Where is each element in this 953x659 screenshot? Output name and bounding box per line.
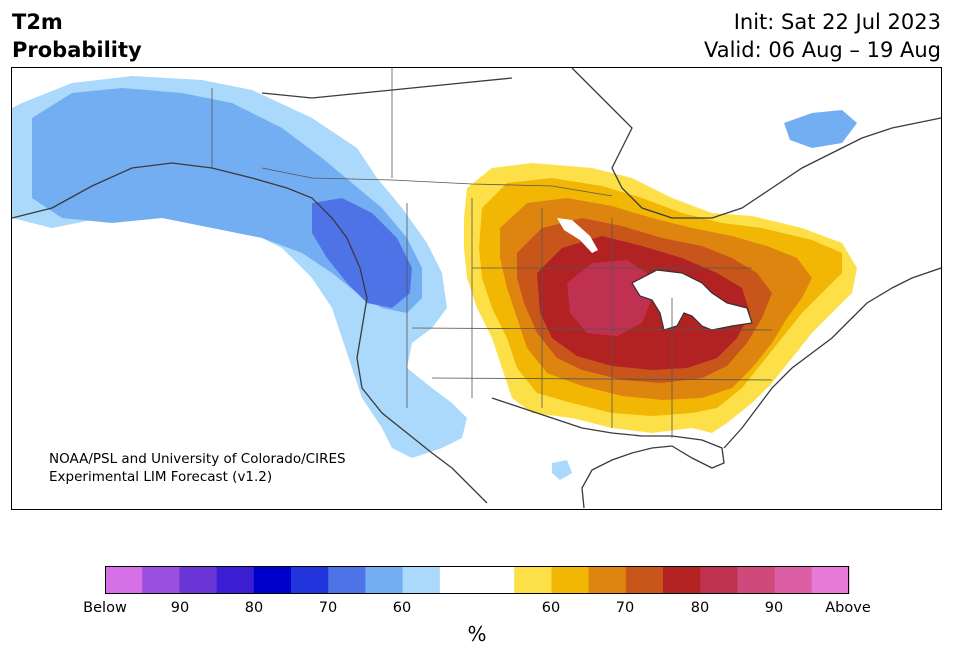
colorbar-cell — [588, 566, 627, 594]
forecast-dates: Init: Sat 22 Jul 2023 Valid: 06 Aug – 19… — [704, 8, 941, 64]
forecast-map — [11, 67, 942, 510]
tick-label: 80 — [244, 600, 264, 616]
tick-label: 80 — [690, 600, 710, 616]
warm-region-85 — [567, 260, 652, 336]
credit-line-2: Experimental LIM Forecast (v1.2) — [49, 469, 273, 485]
colorbar-cell — [700, 566, 738, 594]
tick-label: Below — [83, 600, 127, 616]
colorbar-cell — [551, 566, 590, 594]
colorbar-cell — [477, 566, 515, 594]
tick-label: 60 — [541, 600, 561, 616]
colorbar-cell — [291, 566, 329, 594]
tick-label: 90 — [764, 600, 784, 616]
colorbar-cell — [514, 566, 552, 594]
map-title: T2m Probability — [12, 8, 142, 64]
map-canvas — [12, 68, 941, 509]
coastlines — [12, 68, 941, 509]
valid-range: Valid: 06 Aug – 19 Aug — [703, 38, 941, 62]
colorbar-cell — [216, 566, 255, 594]
colorbar-cell — [179, 566, 218, 594]
colorbar-cell — [328, 566, 366, 594]
colorbar — [105, 566, 850, 594]
credit-text: NOAA/PSL and University of Colorado/CIRE… — [49, 450, 346, 486]
tick-label: 70 — [615, 600, 635, 616]
cold-region-alaska-patch — [784, 110, 857, 148]
colorbar-cell — [774, 566, 813, 594]
colorbar-cell — [625, 566, 664, 594]
colorbar-cell — [811, 566, 850, 594]
init-date: Init: Sat 22 Jul 2023 — [733, 10, 941, 34]
colorbar-cell — [663, 566, 701, 594]
title-line-1: T2m — [12, 10, 63, 34]
tick-label: 70 — [318, 600, 338, 616]
colorbar-cell — [105, 566, 143, 594]
political-borders — [211, 68, 773, 438]
colorbar-cell — [402, 566, 441, 594]
tick-label: 60 — [392, 600, 412, 616]
colorbar-cell — [439, 566, 478, 594]
credit-line-1: NOAA/PSL and University of Colorado/CIRE… — [49, 451, 346, 467]
colorbar-frame — [105, 566, 849, 594]
cold-region-gulf-patch — [552, 460, 572, 480]
colorbar-cell — [737, 566, 776, 594]
tick-label: 90 — [170, 600, 190, 616]
colorbar-cell — [365, 566, 404, 594]
colorbar-cell — [253, 566, 292, 594]
title-line-2: Probability — [12, 38, 142, 62]
tick-label: Above — [825, 600, 871, 616]
lake-winnipeg — [557, 218, 598, 253]
cold-region-mid — [32, 88, 422, 313]
colorbar-unit: % — [467, 622, 487, 646]
colorbar-cell — [142, 566, 180, 594]
